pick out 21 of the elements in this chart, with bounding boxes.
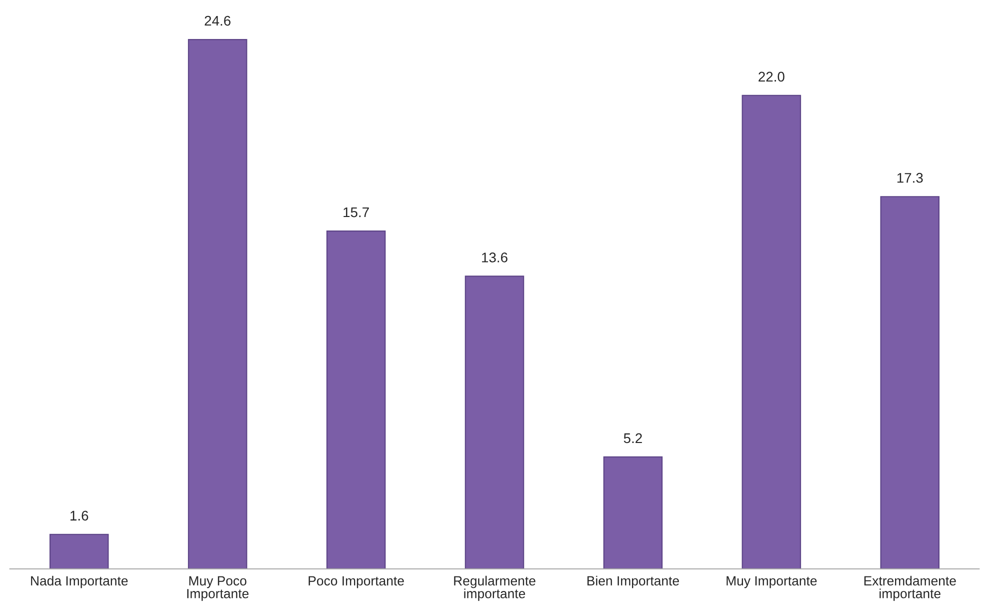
data-label: 1.6 [70, 510, 88, 521]
x-tick-label: Nada Importante [31, 576, 128, 588]
x-tick-label: Muy Importante [726, 576, 817, 588]
bar [464, 276, 524, 569]
x-tick-label: Poco Importante [308, 576, 404, 588]
bar [326, 230, 386, 569]
data-label: 17.3 [897, 172, 923, 183]
x-tick-label: Bien Importante [587, 576, 679, 588]
bar [188, 38, 248, 569]
data-label: 24.6 [204, 16, 230, 26]
bar [880, 196, 940, 569]
bar [603, 456, 663, 569]
bar [49, 534, 109, 569]
data-label: 5.2 [624, 433, 642, 444]
data-label: 15.7 [344, 208, 369, 218]
x-tick-label: Regularmente importante [454, 576, 536, 601]
x-tick-label: Extremdamente importante [864, 576, 956, 601]
data-label: 13.6 [482, 252, 508, 262]
x-tick-label: Muy Poco Importante [187, 576, 249, 601]
data-label: 22.0 [758, 72, 784, 82]
bar [742, 94, 802, 569]
